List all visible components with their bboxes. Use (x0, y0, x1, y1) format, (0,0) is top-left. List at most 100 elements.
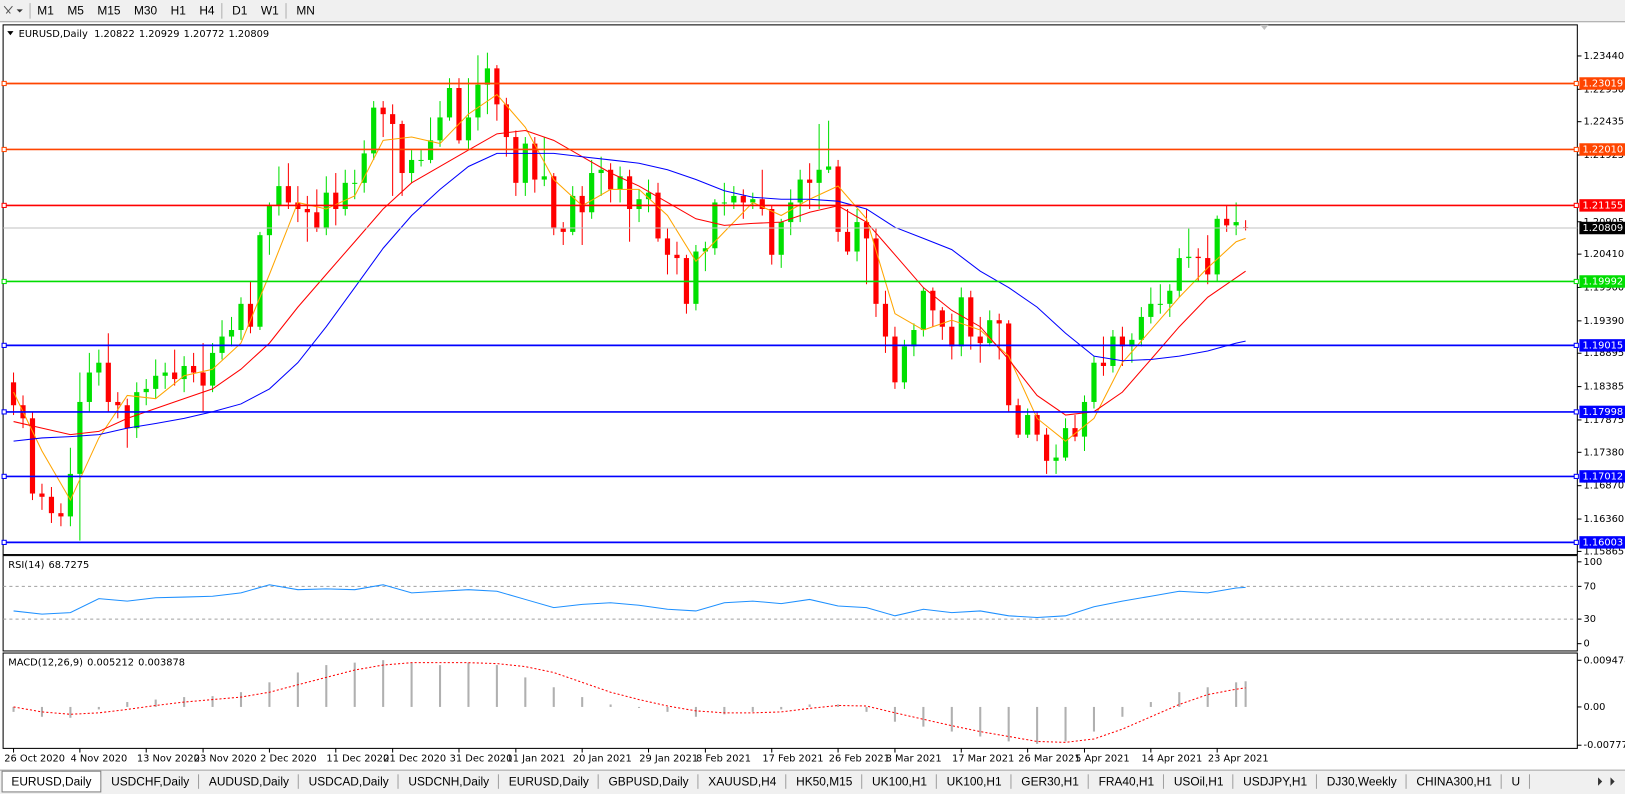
candle-body (996, 320, 1002, 324)
candle-body (1025, 415, 1031, 435)
chart-tab[interactable]: USDJPY,H1 (1233, 771, 1317, 792)
candle-body (1072, 428, 1078, 437)
tab-label: FRA40,H1 (1099, 775, 1155, 789)
candle-body (115, 401, 121, 406)
x-tick-label: 26 Mar 2021 (1018, 754, 1080, 765)
chart-tab[interactable]: AUDUSD,Daily (199, 771, 299, 792)
candle-body (731, 195, 737, 203)
candle-body (598, 169, 604, 174)
candle-body (626, 176, 633, 210)
chart-tab[interactable]: XAUUSD,H4 (698, 771, 786, 792)
candle-body (911, 330, 917, 347)
candle-body (96, 362, 102, 373)
chart-tab[interactable]: EURUSD,Daily (1, 770, 102, 793)
chart-tab[interactable]: USOil,H1 (1164, 771, 1233, 792)
candle-body (1034, 415, 1040, 435)
timeframe-button[interactable]: H4 (199, 4, 215, 18)
timeframe-button[interactable]: H1 (171, 4, 187, 18)
x-tick-label: 20 Jan 2021 (573, 754, 632, 765)
chart-tab[interactable]: HK50,M15 (786, 771, 862, 792)
chart-tab[interactable]: DJ30,Weekly (1317, 771, 1407, 792)
candle-body (551, 176, 557, 229)
x-tick-label: 2 Dec 2020 (260, 754, 317, 765)
timeframe-label: MN (296, 4, 315, 18)
candle-body (655, 192, 661, 239)
candle-body (863, 222, 870, 239)
level-handle (1573, 342, 1579, 348)
y-tick-label: 1.18895 (1584, 348, 1625, 359)
tab-label: EURUSD,Daily (509, 775, 589, 789)
candle-body (1186, 256, 1192, 259)
y-tick-label: 1.16870 (1584, 481, 1625, 492)
candle-body (702, 248, 708, 252)
candle-body (1138, 316, 1144, 340)
level-label-box (1579, 536, 1625, 549)
candle-body (314, 212, 320, 229)
candle-body (1100, 362, 1107, 366)
chart-tab[interactable]: GBPUSD,Daily (599, 771, 698, 792)
candle-body (1081, 401, 1088, 437)
tab-label: UK100,H1 (947, 775, 1002, 789)
tab-label: GBPUSD,Daily (609, 775, 689, 789)
chart-tab[interactable]: USDCHF,Daily (101, 771, 199, 792)
y-tick-label: 1.17380 (1584, 447, 1625, 458)
indicator-line (13, 152, 1246, 442)
timeframe-label: H4 (199, 4, 215, 18)
indicator-value: 68.7275 (49, 560, 90, 571)
timeframe-button[interactable]: M1 (37, 4, 54, 18)
tab-box (1317, 771, 1407, 792)
level-handle (1, 342, 7, 348)
chart-tab[interactable]: GER30,H1 (1011, 771, 1089, 792)
level-label-box (1579, 199, 1625, 212)
candle-body (1110, 336, 1116, 366)
tab-scroll[interactable] (1598, 777, 1615, 786)
chart-tab[interactable]: CHINA300,H1 (1407, 771, 1502, 792)
candle-body (513, 137, 519, 183)
candle-body (570, 195, 576, 232)
y-tick-label: 1.17875 (1584, 415, 1625, 426)
y-tick-label: 100 (1584, 557, 1603, 568)
tab-label: CHINA300,H1 (1416, 775, 1492, 789)
candle-body (352, 182, 358, 184)
chart-tab[interactable]: U (1502, 771, 1530, 792)
tool-icon[interactable] (3, 5, 13, 14)
candle-body (10, 382, 17, 406)
timeframe-button[interactable]: M30 (134, 4, 158, 18)
candle-body (541, 176, 547, 180)
candle-body (342, 182, 348, 210)
chart-tab[interactable]: UK100,H1 (937, 771, 1011, 792)
tool-dropdown[interactable] (16, 9, 23, 13)
chart-tab[interactable]: UK100,H1 (862, 771, 937, 792)
level-label: 1.20809 (1583, 223, 1624, 234)
y-tick-label: 0.009478 (1584, 655, 1625, 666)
candle-body (285, 186, 291, 203)
candle-body (1224, 218, 1230, 226)
candle-body (399, 123, 405, 174)
timeframe-button[interactable]: MN (296, 4, 315, 18)
y-tick-label: 70 (1584, 581, 1597, 592)
tab-box (786, 771, 862, 792)
x-tick-label: 23 Nov 2020 (194, 754, 257, 765)
candle-body (636, 199, 642, 210)
tab-box (1011, 771, 1089, 792)
candle-body (712, 202, 718, 249)
chart-tab[interactable]: EURUSD,Daily (499, 771, 599, 792)
timeframe-button[interactable]: M5 (67, 4, 84, 18)
shift-marker (1260, 24, 1269, 31)
timeframe-button[interactable]: M15 (97, 4, 121, 18)
chart-tab[interactable]: FRA40,H1 (1089, 771, 1164, 792)
candle-body (778, 222, 784, 255)
chart-tab[interactable]: USDCNH,Daily (399, 771, 499, 792)
indicator-value: 1.20772 (184, 29, 225, 40)
candle-body (409, 159, 415, 174)
candle-body (939, 310, 945, 327)
tab-label: USDJPY,H1 (1243, 775, 1307, 789)
pane-title: MACD(12,26,9) 0.005212 0.003878 (8, 657, 185, 668)
indicator-value: 1.20822 (94, 29, 135, 40)
timeframe-button[interactable]: W1 (261, 4, 279, 18)
indicator-value: 1.20929 (139, 29, 180, 40)
chart-tab[interactable]: USDCAD,Daily (299, 771, 399, 792)
timeframe-button[interactable]: D1 (232, 4, 248, 18)
